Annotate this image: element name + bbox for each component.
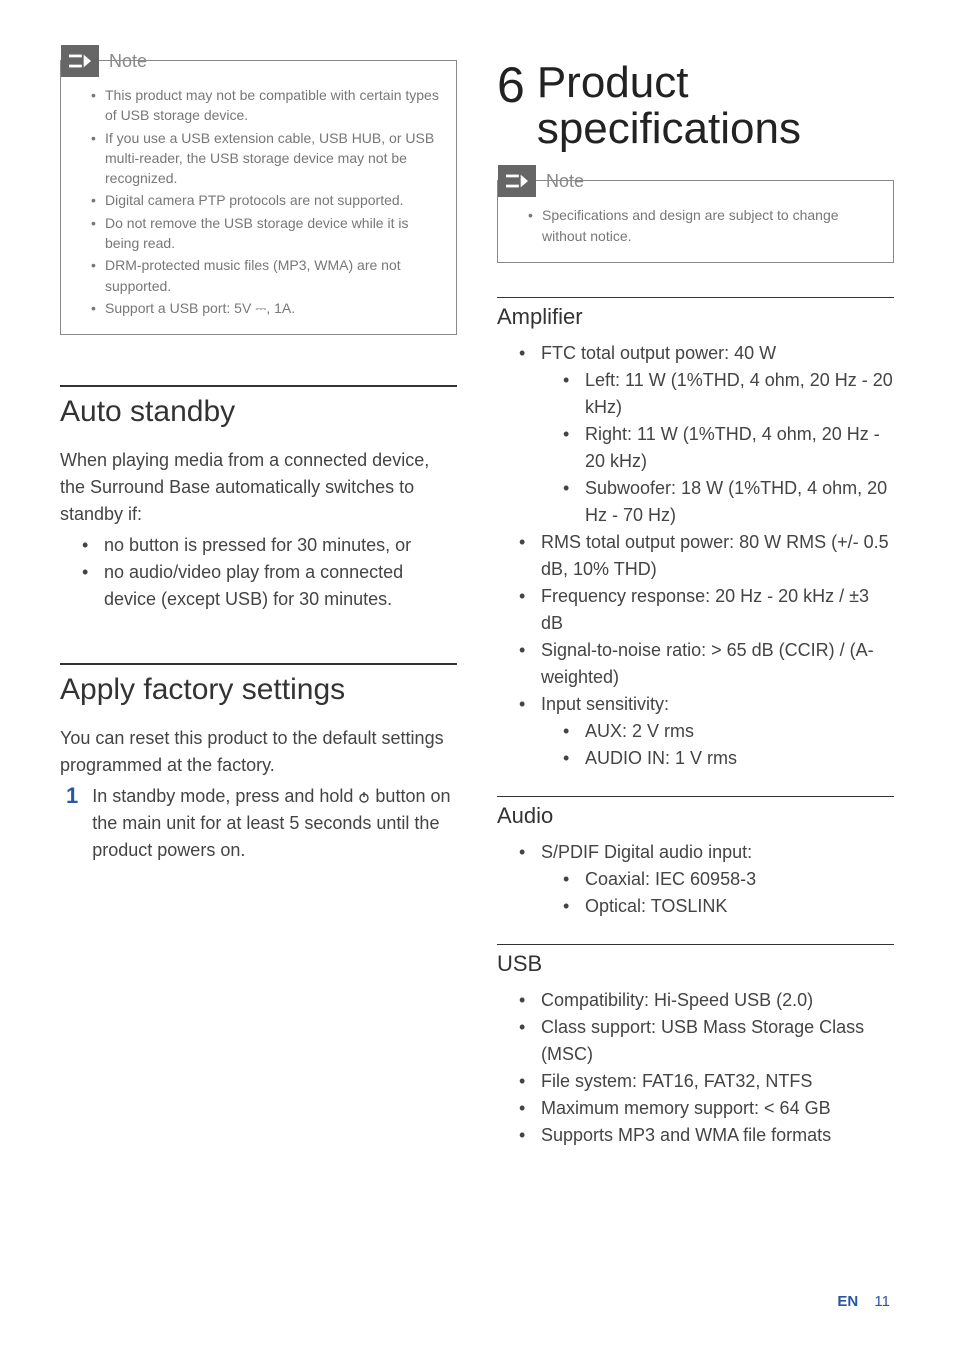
note-label: Note xyxy=(546,171,584,192)
footer-lang: EN xyxy=(837,1293,858,1310)
note-icon xyxy=(498,165,536,197)
note-icon xyxy=(61,45,99,77)
list-item: Frequency response: 20 Hz - 20 kHz / ±3 … xyxy=(519,583,894,637)
sub-list-item: Optical: TOSLINK xyxy=(563,893,894,920)
chapter-number: 6 xyxy=(497,60,525,110)
auto-standby-intro: When playing media from a connected devi… xyxy=(60,447,457,528)
power-icon xyxy=(358,791,370,803)
list-item: File system: FAT16, FAT32, NTFS xyxy=(519,1068,894,1095)
note-header: Note xyxy=(61,45,440,77)
usb-title: USB xyxy=(497,944,894,977)
factory-settings-steps: 1 In standby mode, press and hold button… xyxy=(60,783,457,864)
list-item-text: S/PDIF Digital audio input: xyxy=(541,842,752,862)
list-item: RMS total output power: 80 W RMS (+/- 0.… xyxy=(519,529,894,583)
factory-settings-intro: You can reset this product to the defaul… xyxy=(60,725,457,779)
list-item-text: FTC total output power: 40 W xyxy=(541,343,776,363)
list-item: Supports MP3 and WMA file formats xyxy=(519,1122,894,1149)
section-auto-standby-title: Auto standby xyxy=(60,385,457,429)
note-item: Support a USB port: 5V ⎓, 1A. xyxy=(91,298,440,318)
note-list: Specifications and design are subject to… xyxy=(514,205,877,246)
chapter-heading: 6 Product specifications xyxy=(497,60,894,152)
sub-list-item: AUDIO IN: 1 V rms xyxy=(563,745,894,772)
usb-list: Compatibility: Hi-Speed USB (2.0) Class … xyxy=(497,987,894,1149)
note-box-spec: Note Specifications and design are subje… xyxy=(497,180,894,263)
note-item: Do not remove the USB storage device whi… xyxy=(91,213,440,254)
list-item: Maximum memory support: < 64 GB xyxy=(519,1095,894,1122)
chapter-title: Product specifications xyxy=(537,60,857,152)
section-factory-settings-title: Apply factory settings xyxy=(60,663,457,707)
amplifier-title: Amplifier xyxy=(497,297,894,330)
list-item: S/PDIF Digital audio input: Coaxial: IEC… xyxy=(519,839,894,920)
sub-list-item: Right: 11 W (1%THD, 4 ohm, 20 Hz - 20 kH… xyxy=(563,421,894,475)
list-item-text: Input sensitivity: xyxy=(541,694,669,714)
note-item: DRM-protected music files (MP3, WMA) are… xyxy=(91,255,440,296)
right-column: 6 Product specifications Note Specificat… xyxy=(497,60,894,1149)
note-item: If you use a USB extension cable, USB HU… xyxy=(91,128,440,189)
list-item: Class support: USB Mass Storage Class (M… xyxy=(519,1014,894,1068)
note-item: This product may not be compatible with … xyxy=(91,85,440,126)
note-item: Specifications and design are subject to… xyxy=(528,205,877,246)
audio-title: Audio xyxy=(497,796,894,829)
sub-list-item: Subwoofer: 18 W (1%THD, 4 ohm, 20 Hz - 7… xyxy=(563,475,894,529)
auto-standby-list: no button is pressed for 30 minutes, or … xyxy=(60,532,457,613)
note-header: Note xyxy=(498,165,877,197)
note-label: Note xyxy=(109,51,147,72)
sub-list-item: Left: 11 W (1%THD, 4 ohm, 20 Hz - 20 kHz… xyxy=(563,367,894,421)
list-item: no button is pressed for 30 minutes, or xyxy=(82,532,457,559)
audio-list: S/PDIF Digital audio input: Coaxial: IEC… xyxy=(497,839,894,920)
list-item: Compatibility: Hi-Speed USB (2.0) xyxy=(519,987,894,1014)
left-column: Note This product may not be compatible … xyxy=(60,60,457,1149)
sub-list-item: AUX: 2 V rms xyxy=(563,718,894,745)
step-item: 1 In standby mode, press and hold button… xyxy=(66,783,457,864)
list-item: no audio/video play from a connected dev… xyxy=(82,559,457,613)
page-footer: EN 11 xyxy=(837,1293,890,1310)
step-text-a: In standby mode, press and hold xyxy=(92,786,358,806)
step-text: In standby mode, press and hold button o… xyxy=(92,783,457,864)
footer-page-number: 11 xyxy=(874,1293,890,1310)
step-number: 1 xyxy=(66,783,78,809)
list-item: Input sensitivity: AUX: 2 V rms AUDIO IN… xyxy=(519,691,894,772)
note-box-usb: Note This product may not be compatible … xyxy=(60,60,457,335)
list-item: Signal-to-noise ratio: > 65 dB (CCIR) / … xyxy=(519,637,894,691)
note-item: Digital camera PTP protocols are not sup… xyxy=(91,190,440,210)
list-item: FTC total output power: 40 W Left: 11 W … xyxy=(519,340,894,529)
amplifier-list: FTC total output power: 40 W Left: 11 W … xyxy=(497,340,894,772)
sub-list-item: Coaxial: IEC 60958-3 xyxy=(563,866,894,893)
note-list: This product may not be compatible with … xyxy=(77,85,440,318)
